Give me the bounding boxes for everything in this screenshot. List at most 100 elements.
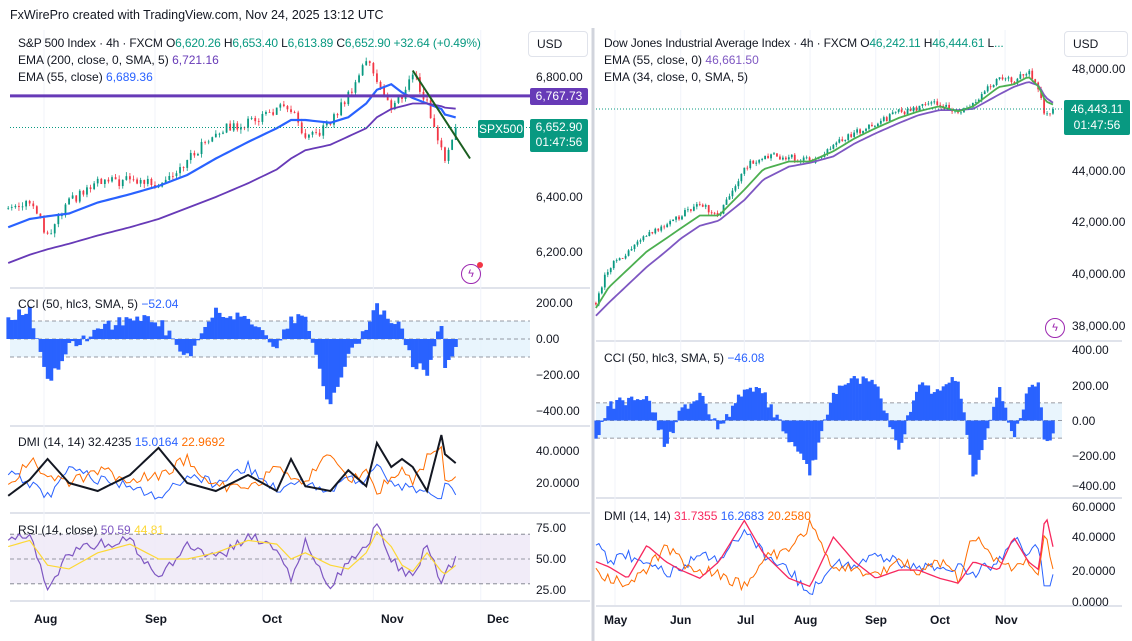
right-currency-button[interactable]: USD [1064,31,1128,57]
cci-bar [727,416,732,421]
candle-body [143,179,146,184]
right-ema55-legend[interactable]: EMA (55, close, 0) 46,661.50 [604,52,759,68]
tradingview-lightning-icon[interactable]: ϟ [1045,318,1065,338]
rsi-tick: 25.00 [536,583,567,597]
ema-value: 6,721.16 [172,53,219,67]
tradingview-lightning-icon[interactable]: ϟ [461,262,483,284]
candle-body [829,148,832,150]
cci-bar [1036,382,1040,421]
cci-bar [13,319,18,339]
cci-bar [612,408,616,421]
candle-body [86,187,88,195]
candle-body [687,209,689,211]
right-ohlc: O46,242.11 H46,444.61 L... [860,36,1004,50]
candle-body [648,232,651,236]
cci-bar [674,420,678,423]
cci-bar [325,339,329,400]
candle-body [282,104,285,107]
cci-bar [156,326,161,339]
cci-bar [289,316,294,339]
candle-body [701,204,704,207]
left-ema200-legend[interactable]: EMA (200, close, 0, SMA, 5) 6,721.16 [18,52,219,68]
time-tick: Nov [381,612,404,626]
cci-bar [923,385,928,421]
cci-bar [647,400,652,421]
cci-bar [81,335,86,339]
right-cci-legend[interactable]: CCI (50, hlc3, SMA, 5) −46.08 [604,350,764,366]
candle-body [684,210,686,217]
cci-bar [630,396,634,421]
left-rsi-legend[interactable]: RSI (14, close) 50.59 44.81 [18,522,164,538]
candle-body [675,216,677,220]
cci-bar [31,328,36,339]
cci-bar [27,306,32,339]
candle-body [737,181,740,187]
trendline [411,69,471,160]
cci-bar [644,396,649,421]
price-tick: 48,000.00 [1072,62,1126,76]
cci-bar [817,420,821,443]
cci-bar [1021,409,1026,421]
candle-body [986,86,989,92]
candle-body [308,134,310,138]
candle-body [451,139,454,150]
candle-body [865,128,867,131]
candle-body [790,154,793,158]
candle-body [787,157,790,160]
left-symbol[interactable]: S&P 500 Index · 4h · FXCM [18,36,163,50]
candle-body [678,216,680,220]
candle-body [150,178,153,186]
cci-bar [131,320,136,339]
cci-bar [357,339,362,344]
cci-bar [861,376,865,421]
right-dmi-legend[interactable]: DMI (14, 14) 31.7355 16.2683 20.2580 [604,508,811,524]
candle-body [974,102,977,103]
left-change: +32.64 (+0.49%) [393,36,481,50]
candle-body [681,216,683,220]
ohlc-h: H46,444.61 [923,36,985,50]
candle-body [340,102,343,116]
left-cci-legend[interactable]: CCI (50, hlc3, SMA, 5) −52.04 [18,296,178,312]
right-ema34-legend[interactable]: EMA (34, close, 0, SMA, 5) [604,69,748,85]
candle-body [939,104,942,106]
candle-body [358,75,360,83]
left-ema55-legend[interactable]: EMA (55, close) 6,689.36 [18,69,153,85]
left-currency-button[interactable]: USD [528,31,588,57]
cci-bar [725,414,729,421]
cci-bar [906,415,910,421]
candle-body [983,91,986,95]
cci-bar [722,420,726,424]
cci-bar [914,391,919,421]
left-dmi-legend[interactable]: DMI (14, 14) 32.4235 15.0164 22.9692 [18,434,225,450]
cci-bar [941,386,945,421]
candle-body [204,141,206,143]
candle-body [871,124,873,127]
candle-body [279,104,282,108]
time-tick: Sep [145,612,168,626]
cci-bar [713,418,717,421]
candle-body [960,112,962,114]
cci-bar [716,420,720,430]
cci-bar [888,420,892,428]
price-tick: 44,000.00 [1072,164,1126,178]
cci-bar [271,339,276,347]
candle-body [1046,113,1048,115]
cci-bar [733,403,738,421]
price-tick: 40,000.00 [1072,267,1126,281]
candle-body [615,260,618,262]
candle-body [1022,74,1025,76]
cci-bar [432,339,437,347]
cci-bar [876,386,880,421]
cci-bar [299,315,304,339]
candle-body [1013,82,1016,84]
ohlc-h: H6,653.40 [223,36,278,50]
candle-body [767,155,769,159]
dmi-tick: 0.0000 [1072,595,1109,609]
cci-bar [292,323,297,339]
candle-body [663,226,666,228]
time-tick: Jun [670,613,692,627]
cci-bar [403,339,408,346]
right-symbol[interactable]: Dow Jones Industrial Average Index · 4h … [604,36,857,50]
candle-body [758,159,761,163]
